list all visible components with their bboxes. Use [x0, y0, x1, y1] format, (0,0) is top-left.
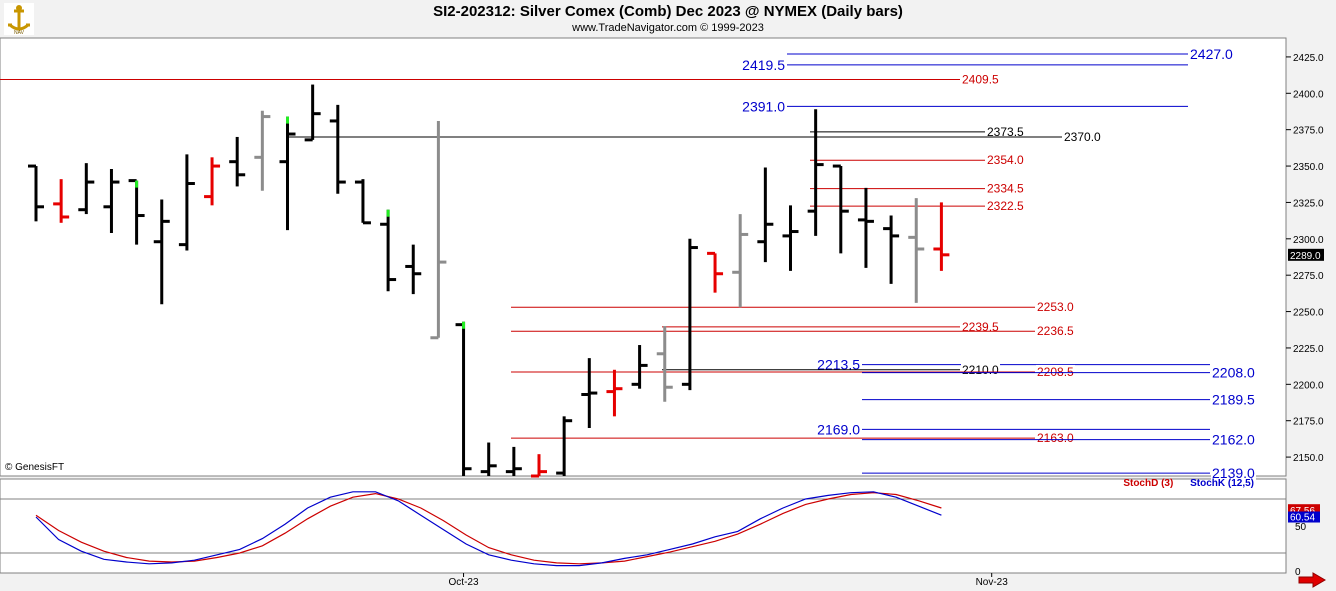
ohlc-bar [857, 187, 874, 268]
price-tick-label: 2250.0 [1293, 308, 1324, 319]
level-label: 2162.0 [1212, 432, 1255, 448]
level-label: 2391.0 [742, 98, 785, 114]
stoch-d-legend: StochD (3) [1123, 478, 1174, 489]
price-tick-label: 2425.0 [1293, 53, 1324, 64]
ohlc-bar [757, 167, 774, 263]
level-label: 2163.0 [1037, 431, 1074, 445]
level-label: 2236.5 [1037, 324, 1074, 338]
ohlc-bar [178, 154, 195, 251]
ohlc-bar [28, 164, 44, 222]
stoch-tick-label: 50 [1295, 522, 1307, 533]
date-tick-label: Nov-23 [976, 577, 1009, 588]
level-label: 2139.0 [1212, 465, 1255, 481]
ohlc-bar [807, 109, 824, 236]
ohlc-bar [78, 163, 95, 215]
date-tick-label: Oct-23 [449, 577, 479, 588]
ohlc-bar [304, 84, 321, 142]
ohlc-bar [505, 446, 522, 476]
ohlc-bar [782, 205, 799, 271]
ohlc-bar [329, 104, 346, 194]
chart-subtitle: www.TradeNavigator.com © 1999-2023 [572, 22, 764, 34]
ohlc-bar [531, 454, 547, 478]
level-label: 2208.0 [1212, 365, 1255, 381]
level-label: 2208.5 [1037, 365, 1074, 379]
ohlc-bar [53, 179, 70, 223]
ohlc-bar [153, 199, 170, 305]
ohlc-bar [581, 358, 598, 428]
price-panel [0, 37, 1287, 477]
level-label: 2239.5 [962, 320, 999, 334]
price-tick-label: 2150.0 [1293, 453, 1324, 464]
ohlc-bar [103, 168, 120, 233]
stochastic-legend: StochD (3) StochK (12,5) [1109, 478, 1254, 489]
last-price-label: 2289.0 [1290, 251, 1321, 262]
ohlc-bar [656, 326, 673, 402]
level-label: 2189.5 [1212, 392, 1255, 408]
chart-title: SI2-202312: Silver Comex (Comb) Dec 2023… [433, 3, 903, 20]
level-label: 2210.0 [962, 363, 999, 377]
copyright-label: © GenesisFT [5, 462, 65, 473]
price-tick-label: 2175.0 [1293, 417, 1324, 428]
level-label: 2419.5 [742, 57, 785, 73]
ohlc-bar [606, 369, 623, 417]
ohlc-bar [254, 110, 271, 191]
ohlc-bar [732, 214, 749, 308]
level-label: 2334.5 [987, 182, 1024, 196]
level-label: 2370.0 [1064, 130, 1101, 144]
level-label: 2373.5 [987, 125, 1024, 139]
right-arrow-icon[interactable] [1298, 572, 1326, 588]
price-tick-label: 2350.0 [1293, 162, 1324, 173]
ohlc-bar [354, 179, 371, 225]
level-label: 2169.0 [817, 421, 860, 437]
stochastic-panel [0, 478, 1287, 574]
ohlc-bar [556, 416, 573, 476]
level-label: 2427.0 [1190, 46, 1233, 62]
level-label: 2213.5 [817, 357, 860, 373]
ohlc-bar [455, 321, 472, 476]
stoch-k-legend: StochK (12,5) [1190, 478, 1254, 489]
stoch-k-line [35, 491, 942, 567]
svg-text:NAV: NAV [14, 30, 25, 35]
ohlc-bar [229, 136, 246, 187]
price-tick-label: 2275.0 [1293, 271, 1324, 282]
ohlc-bar [380, 209, 397, 292]
price-tick-label: 2325.0 [1293, 198, 1324, 209]
price-tick-label: 2300.0 [1293, 235, 1324, 246]
price-tick-label: 2200.0 [1293, 380, 1324, 391]
ohlc-bar [681, 238, 698, 391]
trade-navigator-logo-icon[interactable]: NAV [4, 3, 34, 35]
ohlc-bar [405, 244, 422, 295]
ohlc-bar [430, 120, 447, 340]
ohlc-bar [832, 164, 849, 254]
level-label: 2322.5 [987, 199, 1024, 213]
price-tick-label: 2375.0 [1293, 126, 1324, 137]
ohlc-bar [480, 442, 497, 476]
ohlc-bar [933, 202, 950, 271]
ohlc-bar [908, 198, 925, 303]
price-tick-label: 2225.0 [1293, 344, 1324, 355]
ohlc-bar [279, 116, 296, 231]
stoch-k-value: 60.54 [1290, 513, 1315, 524]
price-tick-label: 2400.0 [1293, 89, 1324, 100]
level-label: 2354.0 [987, 153, 1024, 167]
level-label: 2253.0 [1037, 300, 1074, 314]
ohlc-bar [631, 345, 648, 389]
ohlc-bar [204, 157, 221, 206]
stoch-tick-label: 0 [1295, 567, 1301, 578]
ohlc-bar [707, 251, 724, 293]
ohlc-bar [128, 179, 145, 245]
ohlc-bar [883, 215, 900, 284]
level-label: 2409.5 [962, 72, 999, 86]
